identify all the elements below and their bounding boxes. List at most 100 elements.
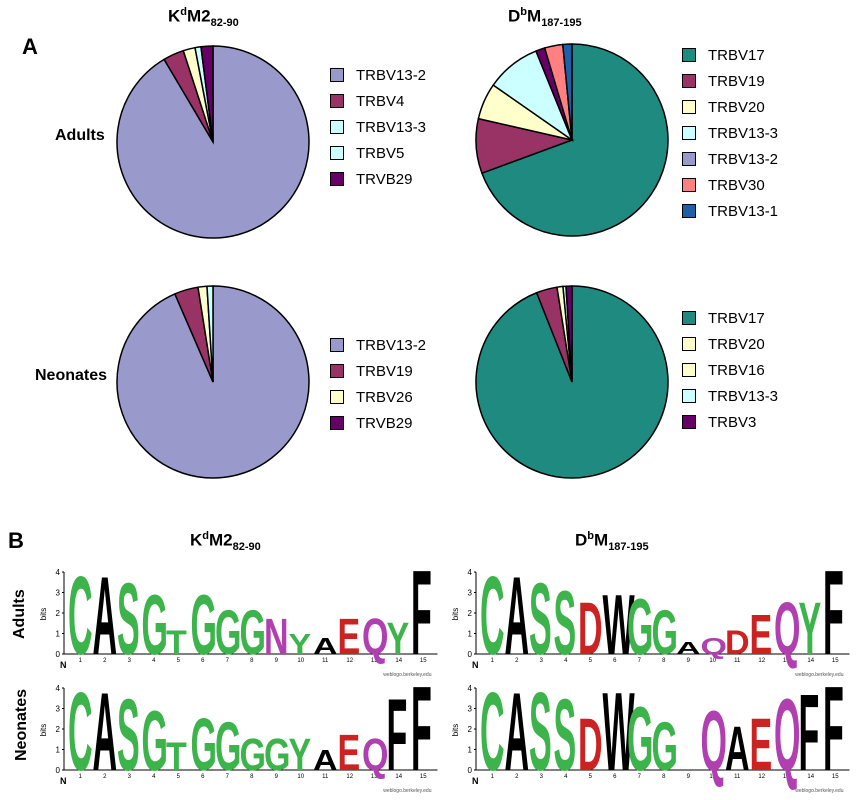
panel-a-col-title-kd: KdM282-90 (168, 6, 239, 29)
legend-swatch (682, 311, 696, 325)
legend-label: TRBV13-3 (708, 124, 779, 142)
logo-letter-y: Y (289, 729, 312, 780)
row-label-neonates: Neonates (35, 367, 108, 384)
logo-letter-s: S (117, 563, 140, 677)
logo-position-label: 4 (564, 774, 568, 780)
legend-item: TRBV19 (682, 68, 778, 94)
legend-label: TRBV13-2 (708, 150, 779, 168)
logo-position-label: 10 (709, 658, 716, 664)
logo-letter-g: G (627, 582, 653, 670)
legend-swatch (682, 152, 696, 166)
sequence-logo-kd-adults: 01234bitsNCweblogo.berkeley.edu1C2A3S4G5… (39, 562, 438, 680)
logo-letter-a: A (505, 562, 530, 678)
logo-letter-f: F (411, 562, 432, 680)
logo-position-label: 1 (79, 774, 83, 780)
logo-y-tick: 3 (56, 705, 61, 714)
logo-letter-d: D (578, 588, 603, 670)
logo-position-label: 7 (226, 774, 230, 780)
logo-position-label: 6 (201, 658, 205, 664)
logo-position-label: 14 (395, 774, 402, 780)
logo-position-label: 13 (783, 658, 790, 664)
logo-position-label: 6 (613, 774, 617, 780)
logo-position-label: 8 (250, 658, 254, 664)
legend-label: TRBV13-3 (708, 387, 779, 405)
logo-y-tick: 2 (468, 609, 473, 618)
logo-letter-n: N (264, 609, 289, 666)
logo-position-label: 9 (275, 658, 279, 664)
logo-position-label: 10 (297, 658, 304, 664)
logo-position-label: 15 (420, 658, 427, 664)
legend-label: TRBV13-2 (356, 66, 427, 84)
logo-position-label: 4 (564, 658, 568, 664)
logo-position-label: 8 (250, 774, 254, 780)
legend-item: TRBV13-2 (682, 146, 778, 172)
logo-position-label: 2 (515, 658, 519, 664)
panel-b-col-title-db: DbM187-195 (575, 530, 649, 553)
logo-letter-f: F (387, 679, 408, 793)
logo-y-tick: 4 (56, 684, 61, 693)
legend-swatch (330, 338, 344, 352)
logo-position-label: 11 (322, 774, 329, 780)
logo-letter-a: A (676, 639, 701, 658)
logo-letter-q: Q (701, 692, 727, 788)
legend-label: TRBV17 (708, 46, 765, 64)
logo-position-label: 3 (540, 774, 544, 780)
legend-label: TRVB29 (356, 414, 413, 432)
logo-n-terminus: N (60, 660, 67, 670)
row-label-text: Neonates (13, 688, 30, 761)
logo-letter-g: G (215, 597, 241, 668)
logo-letter-e: E (750, 603, 773, 666)
logo-letter-d: D (725, 624, 750, 662)
title-sub: 82-90 (232, 541, 261, 554)
logo-credit: weblogo.berkeley.edu (383, 788, 431, 794)
logo-letter-s: S (554, 679, 577, 793)
legend-swatch (330, 68, 344, 82)
legend-label: TRBV19 (356, 362, 413, 380)
legend-swatch (330, 416, 344, 430)
logo-position-label: 12 (346, 658, 353, 664)
panel-a-label: A (22, 34, 38, 59)
pie-kd-neonates (116, 285, 310, 479)
logo-letter-g: G (627, 688, 653, 790)
legend-swatch (330, 172, 344, 186)
logo-y-tick: 1 (468, 746, 473, 755)
logo-position-label: 8 (662, 774, 666, 780)
logo-letter-s: S (117, 679, 140, 793)
legend-item: TRVB29 (330, 166, 426, 192)
legend-swatch (330, 390, 344, 404)
legend-item: TRBV19 (330, 358, 426, 384)
logo-position-label: 11 (734, 658, 741, 664)
logo-position-label: 14 (807, 774, 814, 780)
legend-db-adults: TRBV17 TRBV19 TRBV20 TRBV13-3 TRBV13-2 TRBV30… (682, 42, 778, 224)
legend-swatch (330, 94, 344, 108)
legend-swatch (682, 363, 696, 377)
logo-position-label: 11 (322, 658, 329, 664)
logo-position-label: 14 (807, 658, 814, 664)
pie-slice-trbv17 (480, 43, 669, 237)
logo-letter-a: A (93, 562, 118, 678)
logo-position-label: 4 (152, 658, 156, 664)
logo-y-label: bits (451, 608, 460, 620)
title-sub: 82-90 (210, 17, 239, 30)
logo-letter-d: D (578, 704, 603, 786)
logo-position-label: 12 (346, 774, 353, 780)
legend-label: TRBV26 (356, 388, 413, 406)
legend-swatch (682, 389, 696, 403)
logo-letter-c: C (480, 678, 505, 794)
logo-position-label: 13 (371, 658, 378, 664)
row-label-adults: Adults (55, 127, 105, 144)
logo-letter-q: Q (774, 679, 800, 793)
panel-b-col-title-kd: KdM282-90 (190, 530, 261, 553)
logo-letter-g: G (142, 576, 168, 672)
logo-letter-c: C (480, 562, 505, 678)
legend-kd-neonates: TRBV13-2 TRBV19 TRBV26 TRVB29 (330, 332, 426, 436)
logo-y-tick: 3 (468, 705, 473, 714)
logo-letter-s: S (529, 678, 552, 794)
logo-y-tick: 0 (56, 766, 61, 775)
legend-item: TRBV20 (682, 331, 778, 357)
title-base: K (168, 6, 181, 26)
legend-label: TRBV20 (708, 335, 765, 353)
legend-swatch (330, 120, 344, 134)
logo-credit: weblogo.berkeley.edu (795, 788, 843, 794)
logo-y-tick: 3 (56, 589, 61, 598)
